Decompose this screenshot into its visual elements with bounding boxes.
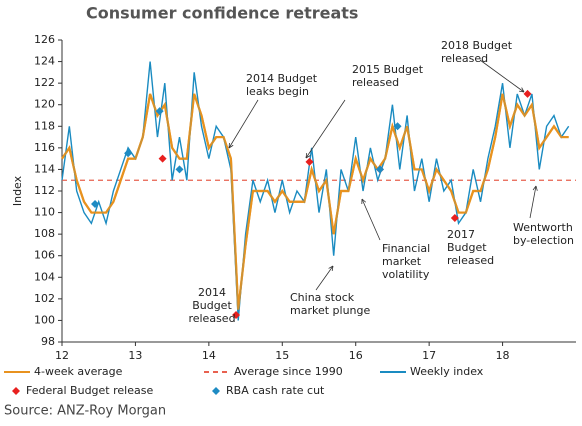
annotation: released (352, 76, 399, 89)
annotation: 2015 Budget (352, 63, 424, 76)
y-tick-label: 116 (34, 141, 55, 154)
annotation-arrow (529, 185, 537, 219)
annotation: 2017 (447, 228, 475, 241)
arrow-head (361, 198, 367, 205)
legend-swatch (212, 387, 220, 395)
y-tick-label: 104 (34, 270, 55, 283)
annotation-arrow (315, 265, 334, 291)
legend-label: Weekly index (410, 365, 484, 378)
legend-swatch (12, 387, 20, 395)
marker (91, 199, 100, 208)
annotation: released (447, 254, 494, 267)
annotation: China stock (290, 291, 355, 304)
marker (175, 165, 184, 174)
chart-title: Consumer confidence retreats (86, 4, 358, 23)
annotation: by-election (513, 234, 574, 247)
annotation: Wentworth (513, 221, 573, 234)
annotation-arrow (305, 99, 346, 159)
arrow-head (519, 87, 525, 93)
marker (124, 149, 133, 158)
legend-label: RBA cash rate cut (226, 384, 325, 397)
x-tick-label: 13 (128, 349, 142, 362)
annotation: 2018 Budget (441, 39, 513, 52)
annotation: 2014 Budget (246, 72, 318, 85)
x-tick-label: 17 (422, 349, 436, 362)
y-tick-label: 120 (34, 98, 55, 111)
marker (305, 157, 314, 166)
annotation: Financial (382, 242, 430, 255)
y-tick-label: 108 (34, 227, 55, 240)
marker (232, 311, 241, 320)
x-tick-label: 12 (55, 349, 69, 362)
source: Source: ANZ-Roy Morgan (4, 404, 166, 419)
arrow-head (532, 185, 538, 191)
y-tick-label: 106 (34, 249, 55, 262)
x-tick-label: 16 (349, 349, 363, 362)
annotation: market plunge (290, 304, 370, 317)
y-tick-label: 114 (34, 162, 55, 175)
annotation: released (441, 52, 488, 65)
annotation: leaks begin (246, 85, 309, 98)
y-tick-label: 112 (34, 184, 55, 197)
y-tick-label: 98 (41, 335, 55, 348)
annotation-arrow (479, 59, 525, 93)
arrow-head (305, 152, 311, 159)
x-tick-label: 18 (496, 349, 510, 362)
x-tick-label: 14 (202, 349, 216, 362)
y-tick-label: 110 (34, 206, 55, 219)
series-line (61, 93, 569, 310)
y-tick-label: 102 (34, 292, 55, 305)
marker (393, 122, 402, 131)
marker (158, 154, 167, 163)
legend-label: 4-week average (34, 365, 123, 378)
annotation: released (188, 312, 235, 325)
y-tick-label: 122 (34, 76, 55, 89)
annotation: 2014 (198, 286, 226, 299)
annotation-arrow (228, 99, 259, 149)
marker (155, 107, 164, 116)
x-tick-label: 15 (275, 349, 289, 362)
y-axis-label: Index (11, 175, 24, 206)
marker (523, 89, 532, 98)
y-tick-label: 100 (34, 313, 55, 326)
annotation: volatility (382, 268, 430, 281)
legend-label: Federal Budget release (26, 384, 153, 397)
y-tick-label: 126 (34, 33, 55, 46)
marker (375, 165, 384, 174)
series-line (61, 93, 569, 310)
y-tick-label: 118 (34, 119, 55, 132)
annotation: market (382, 255, 422, 268)
annotation-arrow (361, 198, 381, 241)
arrow-head (328, 265, 334, 271)
annotation: Budget (192, 299, 232, 312)
annotation: Budget (447, 241, 487, 254)
legend-label: Average since 1990 (234, 365, 343, 378)
y-tick-label: 124 (34, 55, 55, 68)
arrow-head (228, 142, 234, 149)
marker (450, 213, 459, 222)
series-line (61, 61, 570, 321)
